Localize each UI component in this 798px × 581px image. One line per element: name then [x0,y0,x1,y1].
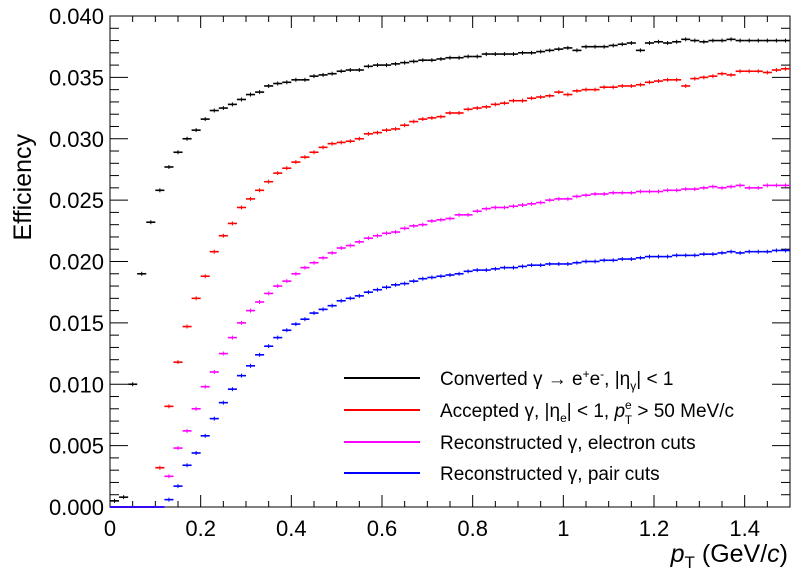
y-tick-label: 0.030 [49,127,104,152]
x-tick-label: 0 [104,516,116,541]
data-layer [110,37,790,508]
y-tick-label: 0.040 [49,4,104,29]
y-tick-label: 0.035 [49,65,104,90]
y-tick-label: 0.010 [49,372,104,397]
x-tick-label: 0.6 [367,516,398,541]
y-tick-label: 0.025 [49,188,104,213]
legend-label-electron-cuts: Reconstructed γ, electron cuts [440,433,696,454]
x-tick-label: 1.4 [729,516,760,541]
legend-label-pair-cuts: Reconstructed γ, pair cuts [440,464,660,485]
y-axis-title: Efficiency [9,134,37,241]
x-tick-label: 0.8 [457,516,488,541]
y-tick-label: 0.005 [49,434,104,459]
x-tick-label: 1.2 [639,516,670,541]
x-tick-label: 1 [557,516,569,541]
legend: Converted γ → e+e-, |ηγ| < 1 Accepted γ,… [344,367,734,485]
x-tick-label: 0.2 [185,516,216,541]
x-tick-label: 0.4 [276,516,307,541]
legend-label-accepted: Accepted γ, |ηe| < 1, pe T > 50 MeV/c [440,398,734,427]
x-axis-title: pT (GeV/c) [670,540,788,572]
legend-label-converted: Converted γ → e+e-, |ηγ| < 1 [440,367,673,393]
axis-ticks: 0 0.2 0.4 0.6 0.8 1 1.2 1.4 0.000 0.005 0.010 0.015… [49,4,791,541]
y-tick-label: 0.020 [49,250,104,275]
y-tick-label: 0.015 [49,311,104,336]
y-tick-label: 0.000 [49,495,104,520]
